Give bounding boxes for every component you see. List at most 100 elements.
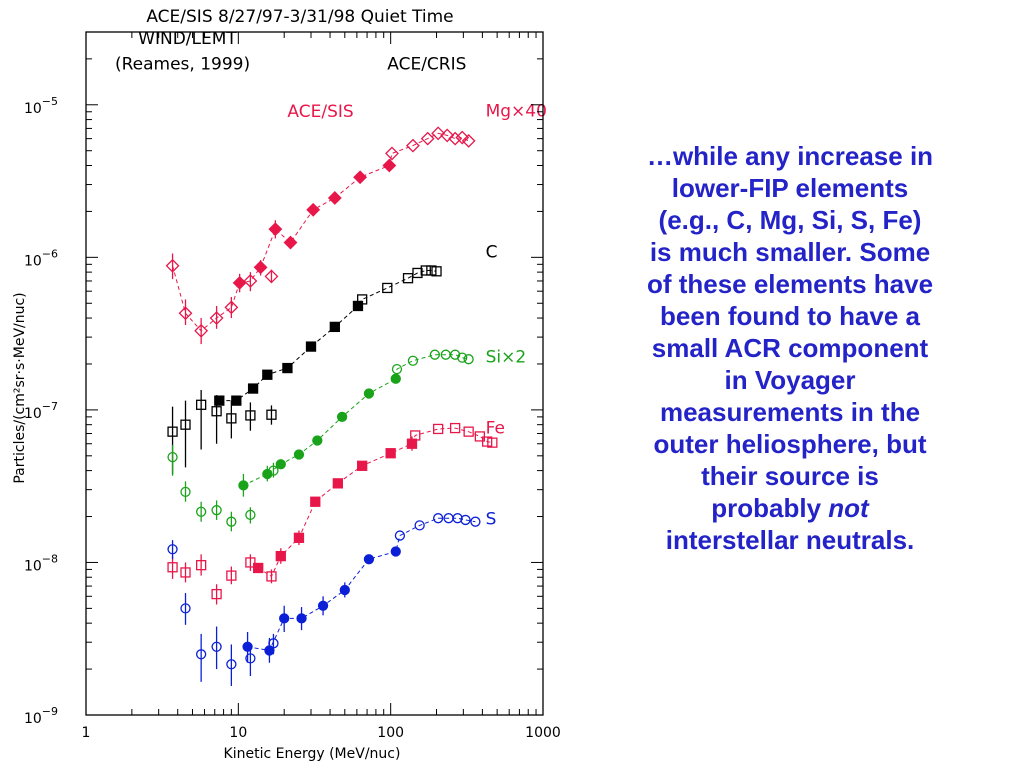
data-point-circle — [452, 513, 463, 524]
data-point-diamond — [268, 222, 283, 237]
data-point-circle — [296, 613, 307, 624]
data-point-square — [180, 567, 191, 578]
data-point-square — [412, 267, 423, 279]
data-point-circle — [449, 349, 461, 360]
annotations: Mg×40 C Si×2 Fe S WIND/LEMT (Reames, 1999) ACE/… — [115, 29, 547, 530]
y-tick-exponent: −9 — [42, 705, 58, 718]
data-points — [165, 126, 498, 686]
explanation-line: of these elements have — [646, 269, 934, 299]
data-point-circle — [245, 653, 256, 664]
explanation-line: measurements in the — [659, 397, 921, 427]
explanation-line: their source is — [701, 461, 879, 491]
series-line — [247, 517, 476, 651]
data-point-diamond — [461, 133, 476, 148]
data-point-square — [167, 562, 178, 573]
data-point-diamond — [232, 275, 247, 290]
explanation-line: lower-FIP elements — [671, 173, 909, 203]
explanation-line: outer heliosphere, but — [653, 429, 927, 459]
data-point-circle — [390, 546, 401, 557]
word-probably: probably — [711, 493, 822, 523]
data-point-square — [231, 395, 242, 406]
data-point-diamond — [353, 170, 368, 185]
x-tick-label: 10 — [229, 725, 247, 741]
x-tick-label: 100 — [377, 725, 404, 741]
data-point-diamond — [440, 128, 455, 143]
explanation-line-last: interstellar neutrals. — [665, 525, 915, 555]
data-point-diamond — [448, 131, 463, 146]
series-lines — [172, 132, 493, 651]
data-point-circle — [363, 388, 375, 399]
data-point-diamond — [382, 158, 397, 173]
series-label: Si×2 — [486, 347, 527, 367]
data-point-circle — [293, 449, 305, 460]
data-point-square — [449, 422, 461, 434]
data-point-diamond — [327, 191, 342, 205]
data-point-square — [195, 560, 207, 571]
spectrum-chart: ACE/SIS 8/27/97-3/31/98 Quiet Time Mg×40… — [12, 7, 560, 762]
data-point-circle — [245, 509, 256, 521]
data-point-circle — [433, 513, 444, 524]
data-point-diamond — [385, 146, 399, 161]
x-axis-label: Kinetic Energy (MeV/nuc) — [224, 746, 401, 762]
data-point-square — [245, 410, 256, 421]
data-point-circle — [238, 480, 249, 491]
data-point-circle — [463, 354, 474, 365]
y-axis-label: Particles/(cm²sr·s·MeV/nuc) — [12, 292, 28, 483]
data-point-diamond — [431, 126, 446, 141]
data-point-diamond — [243, 274, 258, 288]
data-point-square — [211, 588, 222, 600]
data-point-diamond — [406, 138, 420, 153]
data-point-circle — [180, 603, 191, 614]
data-point-circle — [167, 544, 178, 555]
plot-frame — [85, 31, 544, 716]
explanation-line: been found to have a — [659, 301, 921, 331]
spectrum-chart-svg: ACE/SIS 8/27/97-3/31/98 Quiet Time Mg×40… — [12, 7, 560, 762]
y-tick-label: 10−6 — [24, 247, 58, 269]
data-point-square — [195, 399, 207, 410]
x-tick-label: 1000 — [525, 725, 560, 741]
y-tick-label: 10−9 — [24, 705, 58, 727]
data-point-diamond — [253, 260, 268, 275]
chart-annotation: ACE/CRIS — [387, 55, 466, 75]
data-point-diamond — [306, 202, 321, 217]
y-tick-label: 10−8 — [24, 552, 58, 574]
data-point-square — [482, 436, 493, 447]
data-point-diamond — [283, 235, 298, 250]
y-tick-label: 10−5 — [24, 95, 58, 117]
data-point-circle — [429, 349, 440, 360]
x-tick-label: 1 — [82, 725, 91, 741]
explanation-line: (e.g., C, Mg, Si, S, Fe) — [658, 205, 922, 235]
data-point-circle — [226, 516, 237, 527]
data-point-circle — [268, 465, 279, 476]
series-line — [219, 270, 437, 402]
chart-title: ACE/SIS 8/27/97-3/31/98 Quiet Time — [146, 7, 453, 27]
data-point-circle — [339, 584, 350, 596]
series-line — [239, 132, 469, 284]
explanation-text: …while any increase in lower-FIP elements… — [590, 140, 990, 556]
explanation-line-probably: probably not — [590, 492, 990, 524]
y-tick-exponent: −6 — [42, 247, 58, 260]
data-point-square — [406, 438, 418, 449]
series-line — [172, 265, 241, 332]
data-point-square — [357, 460, 368, 471]
data-point-diamond — [420, 131, 435, 146]
data-point-square — [310, 496, 321, 507]
y-tick-exponent: −8 — [42, 552, 58, 565]
data-point-diamond — [224, 300, 239, 315]
chart-annotation: WIND/LEMT — [138, 29, 237, 49]
data-point-square — [305, 341, 317, 352]
y-tick-base: 10 — [24, 711, 42, 727]
y-tick-exponent: −7 — [42, 400, 58, 413]
data-point-circle — [336, 411, 348, 423]
y-tick-base: 10 — [24, 406, 42, 422]
data-point-circle — [211, 505, 222, 516]
word-not: not — [828, 493, 869, 523]
data-point-diamond — [178, 306, 193, 321]
data-point-square — [211, 406, 222, 417]
data-point-square — [247, 383, 259, 394]
y-tick-base: 10 — [24, 558, 42, 574]
data-point-square — [180, 419, 191, 430]
data-point-square — [226, 570, 237, 581]
explanation-line: small ACR component — [651, 333, 929, 363]
